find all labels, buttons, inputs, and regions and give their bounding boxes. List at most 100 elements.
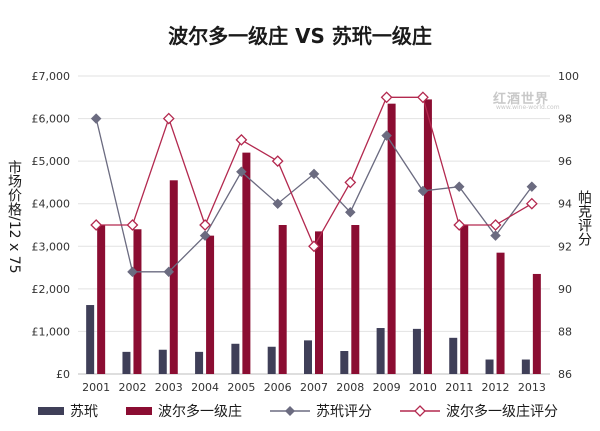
point-marker xyxy=(90,219,103,231)
legend-swatch-sauternes xyxy=(38,407,64,415)
y-tick-label: £2,000 xyxy=(32,283,71,296)
bar xyxy=(521,359,530,374)
bar xyxy=(340,351,349,374)
x-tick-label: 2003 xyxy=(155,381,183,394)
x-tick-label: 2008 xyxy=(336,381,364,394)
y2-tick-label: 96 xyxy=(558,155,572,168)
y2-tick-label: 98 xyxy=(558,113,572,126)
point-marker xyxy=(453,219,466,231)
chart-title: 波尔多一级庄 VS 苏玳一级庄 xyxy=(168,24,432,48)
point-marker xyxy=(90,113,102,124)
point-marker xyxy=(271,155,284,168)
x-tick-label: 2001 xyxy=(82,381,110,394)
bar xyxy=(315,231,323,374)
bar xyxy=(412,328,421,374)
point-marker xyxy=(380,91,393,104)
legend-item-sauternes: 苏玳 xyxy=(38,401,98,421)
bar-series xyxy=(86,99,541,375)
legend-label: 波尔多一级庄评分 xyxy=(446,404,558,420)
y2-axis-label: 帕克评分 xyxy=(576,190,592,246)
bar xyxy=(231,343,240,374)
y-tick-label: £0 xyxy=(56,368,70,381)
watermark-url: www.wine-world.com xyxy=(496,104,560,111)
gridlines xyxy=(78,75,550,375)
bar xyxy=(242,152,251,374)
bar xyxy=(86,305,95,374)
y2-tick-label: 88 xyxy=(558,325,572,338)
legend: 苏玳 波尔多一级庄 苏玳评分 波尔多一级庄评分 xyxy=(38,400,586,422)
y-axis-label: 市场价格/12 x 75 xyxy=(6,160,22,274)
point-marker xyxy=(199,219,211,231)
bar xyxy=(195,351,204,374)
point-marker xyxy=(126,219,139,231)
bar xyxy=(133,229,142,374)
bar xyxy=(169,180,178,374)
bar xyxy=(532,273,541,374)
point-marker xyxy=(199,230,211,241)
bar xyxy=(267,346,276,374)
point-marker xyxy=(489,219,502,231)
point-marker xyxy=(308,168,320,180)
y2-tick-label: 94 xyxy=(558,198,572,211)
point-marker xyxy=(236,166,247,178)
x-tick-label: 2012 xyxy=(482,381,510,394)
y-tick-label: £5,000 xyxy=(32,155,71,168)
bar xyxy=(449,337,458,374)
y-tick-label: £7,000 xyxy=(32,70,71,83)
x-tick-label: 2009 xyxy=(373,381,401,394)
x-tick-label: 2011 xyxy=(445,381,473,394)
point-marker xyxy=(344,176,357,189)
point-marker xyxy=(344,206,356,218)
point-marker xyxy=(417,91,429,104)
point-marker xyxy=(127,266,138,278)
bar xyxy=(496,252,505,374)
y-tick-label: £4,000 xyxy=(32,198,71,211)
legend-swatch-bordeaux xyxy=(126,407,152,415)
x-tick-label: 2013 xyxy=(518,381,546,394)
bar xyxy=(278,225,287,374)
line-series xyxy=(90,91,538,278)
x-axis-ticks: 2001 2002 2003 2004 2005 2006 2007 2008 2009 2010… xyxy=(82,381,546,394)
y2-tick-label: 100 xyxy=(558,70,579,83)
legend-line-bordeaux-score xyxy=(400,405,440,417)
point-marker xyxy=(381,130,392,141)
legend-line-sauternes-score xyxy=(270,406,310,416)
x-tick-label: 2002 xyxy=(118,381,146,394)
bar xyxy=(122,351,131,374)
point-marker xyxy=(490,230,501,241)
x-tick-label: 2010 xyxy=(409,381,437,394)
legend-item-bordeaux-score: 波尔多一级庄评分 xyxy=(400,401,558,421)
point-marker xyxy=(163,266,175,278)
right-axis-ticks: 86 88 90 92 94 96 98 100 xyxy=(558,70,579,381)
bar xyxy=(460,225,469,374)
x-tick-label: 2004 xyxy=(191,381,219,394)
point-marker xyxy=(525,197,538,210)
legend-label: 苏玳评分 xyxy=(316,404,372,420)
y-tick-label: £6,000 xyxy=(32,113,71,126)
y2-tick-label: 92 xyxy=(558,240,572,253)
y-tick-label: £1,000 xyxy=(32,325,71,338)
x-tick-label: 2006 xyxy=(264,381,292,394)
point-marker xyxy=(235,133,248,146)
x-tick-label: 2005 xyxy=(227,381,255,394)
bar xyxy=(304,340,312,374)
legend-label: 波尔多一级庄 xyxy=(158,404,242,420)
point-marker xyxy=(272,198,284,210)
bar xyxy=(485,359,494,374)
legend-item-sauternes-score: 苏玳评分 xyxy=(270,401,372,421)
legend-item-bordeaux: 波尔多一级庄 xyxy=(126,401,242,421)
bar xyxy=(158,349,167,374)
y2-tick-label: 86 xyxy=(558,368,572,381)
point-marker xyxy=(308,240,320,253)
x-tick-label: 2007 xyxy=(300,381,328,394)
point-marker xyxy=(526,181,538,193)
bar xyxy=(206,235,215,374)
legend-label: 苏玳 xyxy=(70,404,98,420)
y2-tick-label: 90 xyxy=(558,283,572,296)
point-marker xyxy=(417,185,429,197)
bar xyxy=(97,225,106,374)
bar xyxy=(351,225,360,374)
left-axis-ticks: £0 £1,000 £2,000 £3,000 £4,000 £5,000 £6,000 £7… xyxy=(32,70,71,381)
bar xyxy=(423,99,432,375)
